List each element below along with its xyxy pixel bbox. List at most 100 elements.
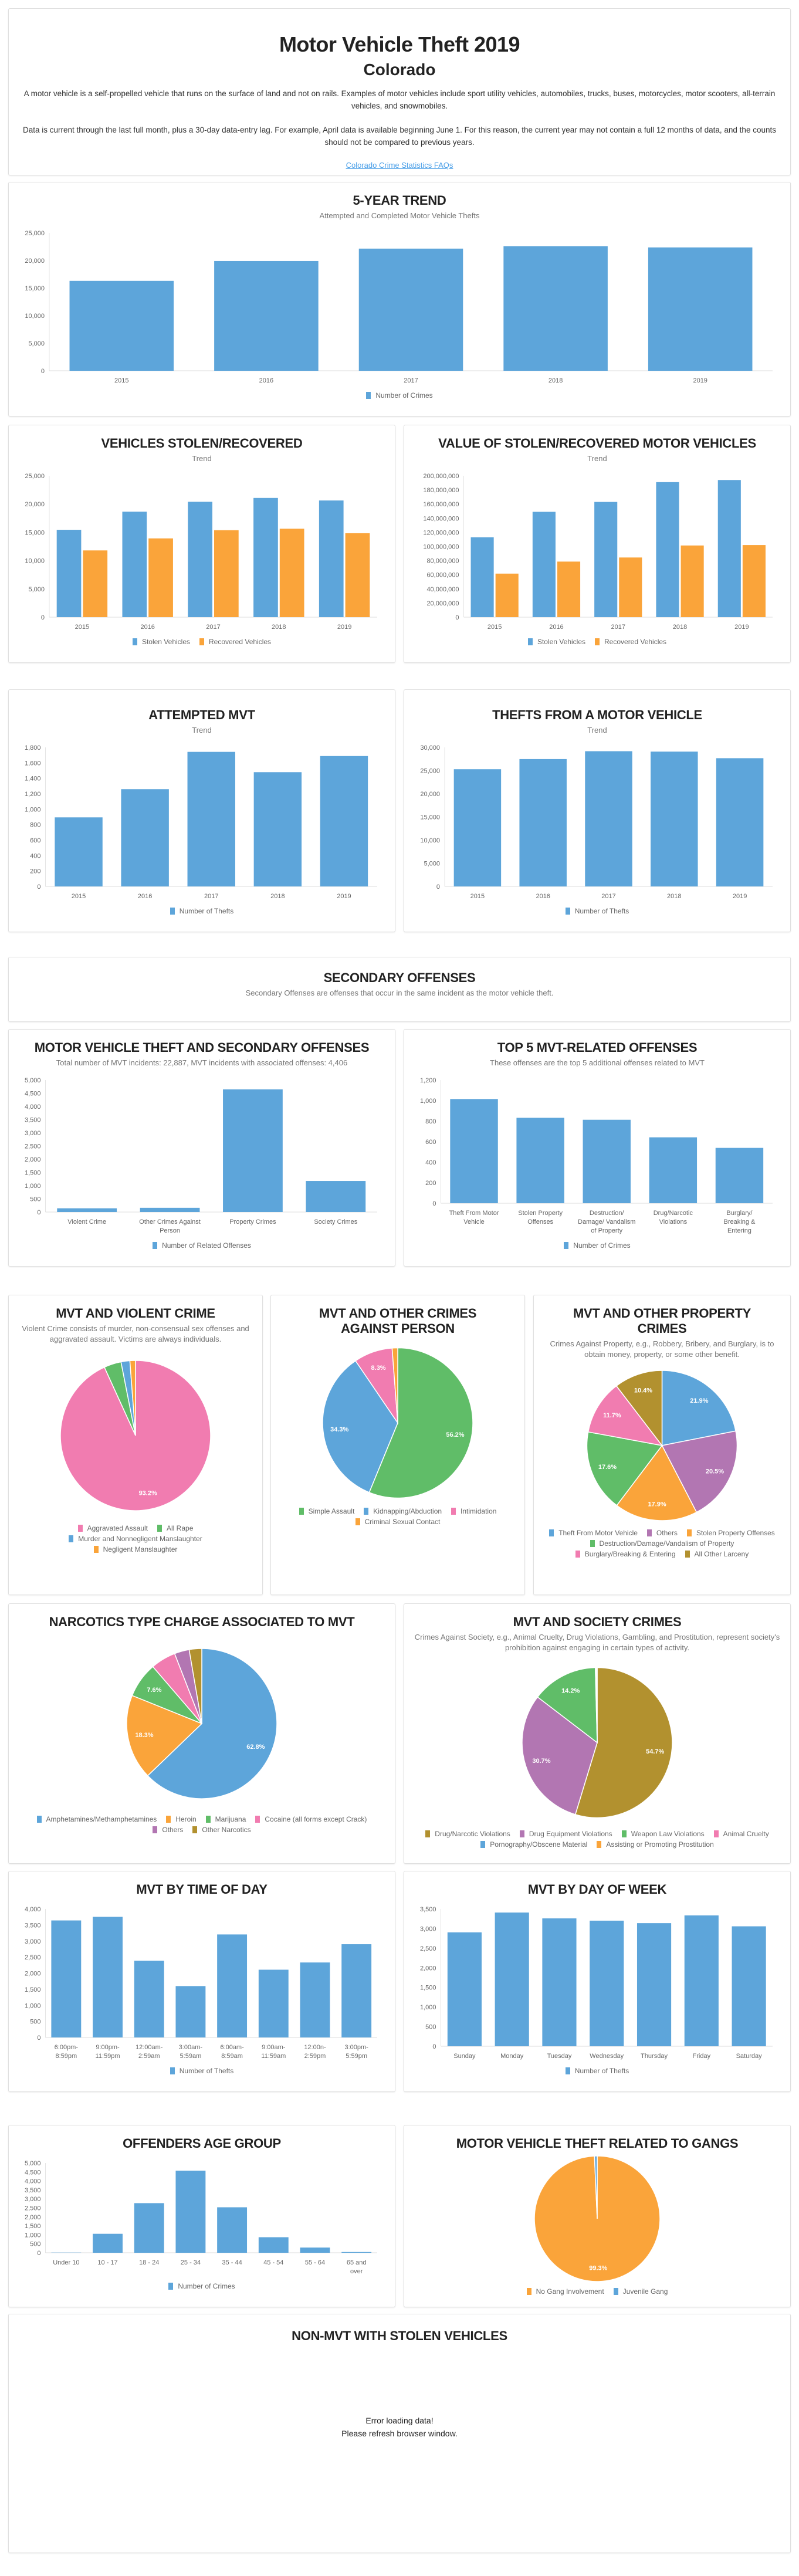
legend-item[interactable]: Cocaine (all forms except Crack) — [255, 1815, 367, 1823]
bar — [217, 1934, 248, 2037]
legend-swatch — [519, 1830, 524, 1837]
legend-item[interactable]: Negligent Manslaughter — [93, 1545, 177, 1553]
y-tick-label: 1,000 — [25, 2002, 41, 2009]
narcotics-card: NARCOTICS TYPE CHARGE ASSOCIATED TO MVT … — [8, 1603, 395, 1864]
legend-item[interactable]: Stolen Property Offenses — [686, 1529, 775, 1537]
y-tick-label: 40,000,000 — [426, 586, 459, 593]
legend-item[interactable]: Theft From Motor Vehicle — [549, 1529, 638, 1537]
x-tick-label: Thursday — [641, 2053, 668, 2060]
vehicles-stolen-recovered-card: VEHICLES STOLEN/RECOVERED Trend 0 5,000 10… — [8, 425, 395, 663]
bar — [121, 789, 169, 886]
legend-swatch — [451, 1508, 456, 1515]
legend-item[interactable]: Number of Thefts — [170, 2067, 233, 2075]
x-tick-label: 10 - 17 — [97, 2259, 117, 2266]
slice-label: 20.5% — [706, 1468, 724, 1475]
chart-title: MVT AND SOCIETY CRIMES — [513, 1614, 682, 1629]
bar — [320, 756, 368, 886]
legend-swatch — [480, 1841, 486, 1848]
y-tick-label: 200 — [425, 1180, 436, 1187]
y-tick-label: 5,000 — [25, 2160, 41, 2167]
legend-item[interactable]: Number of Thefts — [565, 907, 629, 915]
legend-item[interactable]: Recovered Vehicles — [199, 638, 271, 646]
legend-item[interactable]: All Rape — [157, 1524, 193, 1532]
y-tick-label: 80,000,000 — [426, 558, 459, 565]
slice-label: 99.3% — [589, 2264, 607, 2272]
legend-item[interactable]: Murder and Nonnegligent Manslaughter — [69, 1535, 202, 1543]
bar — [495, 1912, 529, 2046]
legend-item[interactable]: Recovered Vehicles — [595, 638, 666, 646]
legend-item[interactable]: Weapon Law Violations — [621, 1830, 705, 1838]
legend-item[interactable]: Aggravated Assault — [77, 1524, 148, 1532]
bar — [637, 1923, 672, 2046]
x-tick-label: 2015 — [470, 893, 485, 900]
legend-item[interactable]: Juvenile Gang — [613, 2287, 668, 2296]
bar — [495, 573, 519, 617]
legend-item[interactable]: Marijuana — [205, 1815, 246, 1823]
legend-item[interactable]: Kidnapping/Abduction — [364, 1507, 442, 1515]
bar — [122, 512, 147, 617]
bar — [69, 280, 174, 371]
y-tick-label: 2,000 — [25, 1971, 41, 1978]
legend-swatch — [77, 1525, 83, 1532]
pie-chart: 99.3% — [534, 2155, 661, 2282]
legend-item[interactable]: Intimidation — [451, 1507, 496, 1515]
pie-slice — [522, 1696, 598, 1815]
legend-swatch — [170, 908, 175, 915]
bar — [684, 1915, 719, 2046]
legend-item[interactable]: Number of Crimes — [366, 391, 433, 400]
legend-item[interactable]: Number of Related Offenses — [153, 1241, 251, 1250]
legend-item[interactable]: Criminal Sexual Contact — [355, 1518, 440, 1526]
y-tick-label: 3,500 — [25, 2187, 41, 2194]
legend-item[interactable]: Pornography/Obscene Material — [480, 1840, 587, 1849]
pie-chart: 56.2% 34.3% 8.3% — [322, 1347, 473, 1499]
legend-swatch — [132, 638, 137, 645]
bar — [319, 500, 344, 617]
legend-item[interactable]: Number of Thefts — [170, 907, 233, 915]
legend-item[interactable]: Destruction/Damage/Vandalism of Property — [590, 1539, 734, 1548]
legend-label: Cocaine (all forms except Crack) — [265, 1815, 367, 1823]
legend-item[interactable]: No Gang Involvement — [526, 2287, 604, 2296]
legend-item[interactable]: Animal Cruelty — [713, 1830, 769, 1838]
x-tick-label: Theft From Motor Vehicle — [449, 1210, 499, 1226]
legend-item[interactable]: Drug/Narcotic Violations — [425, 1830, 510, 1838]
legend-label: All Other Larceny — [694, 1550, 749, 1558]
legend-item[interactable]: Others — [153, 1826, 183, 1834]
legend-swatch — [425, 1830, 431, 1837]
legend-item[interactable]: Other Narcotics — [192, 1826, 251, 1834]
legend-item[interactable]: Stolen Vehicles — [132, 638, 190, 646]
faq-link[interactable]: Colorado Crime Statistics FAQs — [346, 161, 453, 170]
legend-item[interactable]: Number of Crimes — [564, 1241, 631, 1250]
x-tick-label: Property Crimes — [229, 1218, 276, 1226]
legend-swatch — [565, 908, 570, 915]
legend-label: No Gang Involvement — [536, 2287, 604, 2296]
legend-label: Assisting or Promoting Prostitution — [606, 1840, 714, 1849]
legend-label: Simple Assault — [308, 1507, 355, 1515]
legend-label: Stolen Vehicles — [141, 638, 190, 646]
legend-item[interactable]: Amphetamines/Methamphetamines — [36, 1815, 157, 1823]
legend-swatch — [170, 2067, 175, 2074]
legend-label: All Rape — [167, 1524, 194, 1532]
y-tick-label: 800 — [425, 1118, 436, 1125]
legend-item[interactable]: Drug Equipment Violations — [519, 1830, 612, 1838]
legend-item[interactable]: Assisting or Promoting Prostitution — [597, 1840, 714, 1849]
legend-item[interactable]: Simple Assault — [299, 1507, 355, 1515]
bar — [279, 529, 304, 617]
legend-item[interactable]: Stolen Vehicles — [527, 638, 585, 646]
chart-legend: Number of Related Offenses — [147, 1238, 257, 1266]
legend-item[interactable]: Heroin — [166, 1815, 197, 1823]
x-tick-label: 2019 — [337, 624, 351, 631]
x-tick-label: 2016 — [140, 624, 154, 631]
y-tick-label: 4,000 — [25, 1906, 41, 1913]
legend-swatch — [590, 1540, 595, 1547]
bar — [134, 1961, 164, 2037]
legend-item[interactable]: Burglary/Breaking & Entering — [575, 1550, 676, 1558]
bar — [590, 1920, 624, 2046]
pie-slice — [391, 1347, 398, 1423]
legend-item[interactable]: All Other Larceny — [685, 1550, 749, 1558]
bar — [134, 2203, 164, 2253]
legend-item[interactable]: Number of Thefts — [565, 2067, 629, 2075]
legend-item[interactable]: Number of Crimes — [168, 2282, 235, 2290]
y-tick-label: 60,000,000 — [426, 572, 459, 579]
legend-item[interactable]: Others — [646, 1529, 678, 1537]
non-mvt-card: NON-MVT WITH STOLEN VEHICLES Error loadi… — [8, 2314, 791, 2553]
